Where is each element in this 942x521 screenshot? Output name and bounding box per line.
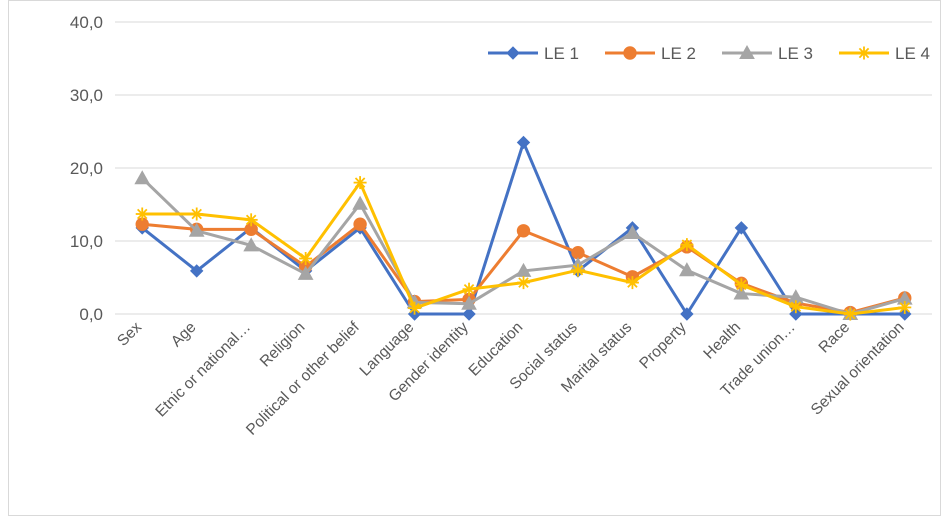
legend-item: LE 2 <box>605 44 696 63</box>
data-point <box>353 176 367 190</box>
y-tick-label: 0,0 <box>79 305 103 324</box>
data-point <box>789 300 803 314</box>
data-point <box>516 224 531 238</box>
data-point <box>134 170 151 185</box>
y-tick-label: 10,0 <box>70 232 103 251</box>
legend-marker <box>506 46 520 60</box>
data-point <box>135 207 149 221</box>
legend-item: LE 4 <box>839 44 930 63</box>
data-point <box>679 262 695 277</box>
y-tick-label: 20,0 <box>70 159 103 178</box>
data-point <box>843 307 857 321</box>
y-tick-label: 40,0 <box>70 13 103 32</box>
legend-label: LE 4 <box>895 44 930 63</box>
legend-marker <box>623 46 637 60</box>
legend-marker <box>739 44 755 59</box>
data-point <box>408 301 422 315</box>
data-point <box>625 276 639 290</box>
data-point <box>734 278 748 292</box>
data-point <box>190 207 204 221</box>
chart-area-border <box>8 0 941 516</box>
data-point <box>189 264 204 278</box>
legend-label: LE 2 <box>661 44 696 63</box>
data-point <box>352 195 368 210</box>
data-point <box>188 222 205 237</box>
data-point <box>299 252 313 266</box>
legend-item: LE 1 <box>488 44 579 63</box>
data-point <box>517 276 530 290</box>
series-lines <box>134 135 913 321</box>
data-point <box>462 282 476 296</box>
data-point <box>680 238 694 252</box>
data-point <box>571 263 585 277</box>
data-point <box>571 245 585 260</box>
data-point <box>243 237 260 252</box>
data-point <box>734 221 749 235</box>
data-point <box>680 307 694 321</box>
data-point <box>733 285 750 300</box>
legend-label: LE 3 <box>778 44 813 63</box>
data-point <box>624 224 641 239</box>
data-point <box>898 300 912 314</box>
data-point <box>789 307 803 321</box>
data-point <box>297 265 314 280</box>
data-point <box>353 217 367 231</box>
legend-item: LE 3 <box>722 44 813 63</box>
y-tick-label: 30,0 <box>70 86 103 105</box>
legend-marker <box>857 46 871 60</box>
legend-label: LE 1 <box>544 44 579 63</box>
data-point <box>244 213 258 227</box>
legend: LE 1 LE 2 LE 3 LE 4 <box>488 44 930 63</box>
data-point <box>462 307 476 321</box>
series-le-4 <box>135 176 912 321</box>
data-point <box>516 135 531 150</box>
data-point <box>461 295 477 310</box>
y-axis: 0,0 10,0 20,0 30,0 40,0 <box>70 13 103 324</box>
